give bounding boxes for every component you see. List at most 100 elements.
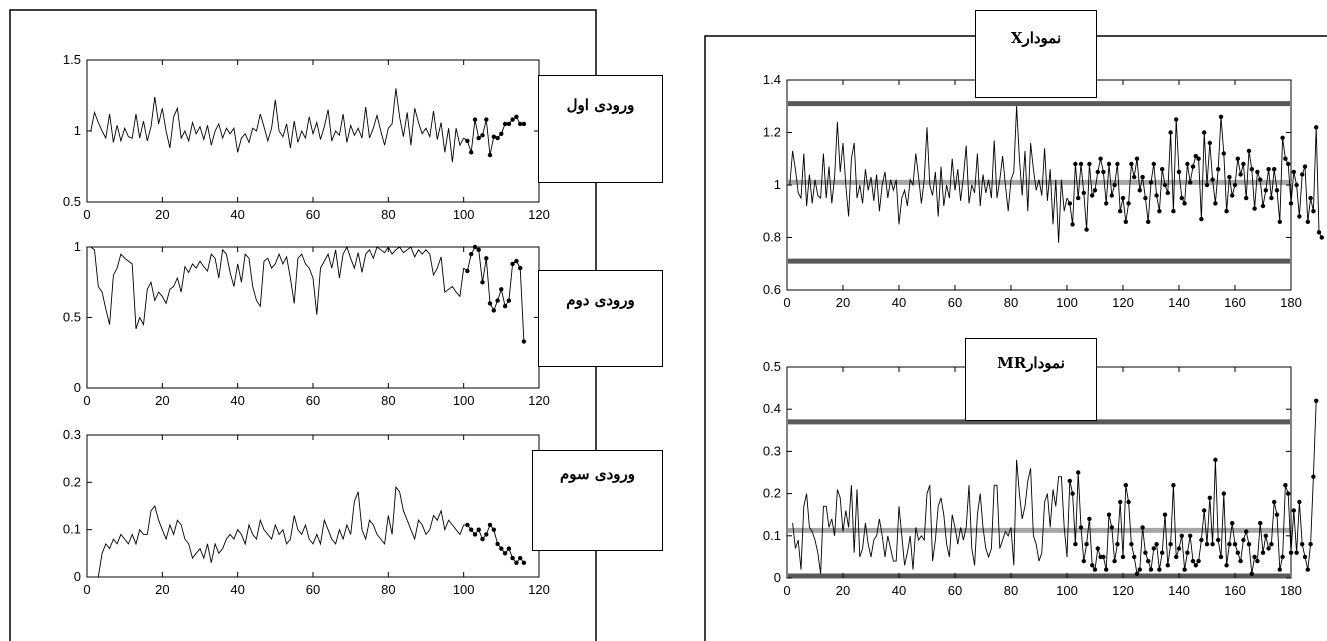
data-point: [495, 135, 500, 141]
x-tick-label: 160: [1224, 295, 1246, 310]
data-point: [1272, 499, 1277, 505]
data-point: [472, 117, 478, 122]
x-tick-label: 60: [948, 295, 962, 310]
y-tick-label: 1.5: [63, 52, 81, 67]
data-point: [1277, 219, 1283, 224]
data-point: [1188, 180, 1193, 185]
data-point: [484, 532, 489, 537]
data-point: [1252, 206, 1257, 211]
data-point: [1176, 546, 1182, 551]
data-point: [1165, 190, 1171, 196]
data-point: [1269, 542, 1274, 547]
data-point: [1092, 567, 1098, 572]
data-point: [1104, 201, 1109, 206]
data-point: [1300, 542, 1305, 547]
data-point: [1221, 491, 1227, 496]
chart-input-2: 00.51 0 20 40 60 80 100 120: [63, 239, 550, 408]
data-point: [1137, 188, 1143, 193]
data-point: [1230, 193, 1235, 198]
data-point: [1255, 558, 1260, 564]
data-point: [1227, 542, 1232, 547]
data-point: [1260, 550, 1266, 555]
data-point: [469, 527, 474, 532]
data-point: [1151, 546, 1157, 551]
data-point: [1224, 209, 1229, 214]
data-point: [1213, 457, 1218, 462]
y-tick-label: 0.5: [63, 310, 81, 325]
data-point: [1297, 499, 1302, 505]
data-point: [1146, 219, 1151, 224]
data-point: [510, 117, 515, 122]
y-tick-label: 0.6: [763, 282, 781, 297]
data-point: [1148, 180, 1154, 185]
data-point: [465, 522, 470, 528]
x-tick-label: 0: [783, 295, 790, 310]
y-tick-label: 0.8: [763, 230, 781, 245]
x-tick-label: 80: [381, 393, 395, 408]
data-point: [1196, 558, 1201, 564]
y-ticks: 00.51: [63, 239, 539, 395]
data-point: [1255, 169, 1260, 175]
data-point: [1319, 235, 1325, 240]
y-tick-label: 0.4: [763, 401, 781, 416]
y-tick-label: 0.5: [63, 194, 81, 209]
data-point: [1160, 167, 1165, 172]
data-point: [1202, 508, 1207, 513]
data-point: [1232, 542, 1238, 547]
data-point: [1070, 491, 1075, 496]
x-tick-label: 60: [306, 582, 320, 597]
data-point: [1134, 571, 1140, 576]
data-point: [1286, 161, 1291, 167]
data-point: [1092, 188, 1098, 193]
series: [792, 398, 1319, 576]
data-point: [1134, 156, 1140, 161]
x-tick-label: 80: [381, 207, 395, 222]
data-point: [1123, 219, 1129, 224]
data-point: [1185, 161, 1190, 167]
data-point: [1081, 558, 1087, 564]
data-point: [506, 121, 512, 127]
data-point: [1266, 167, 1271, 172]
x-tick-label: 120: [528, 393, 550, 408]
chart-input-3: 0 0.1 0.2 0.3 0 20 40 60 80 100 120: [63, 427, 550, 597]
data-point: [1129, 161, 1134, 167]
data-point: [1109, 525, 1115, 530]
x-ticks: 0 20 40 60 80 100 120 140 160 180: [783, 80, 1302, 310]
data-point: [1288, 550, 1294, 555]
x-tick-label: 20: [155, 207, 169, 222]
data-point: [491, 134, 496, 139]
data-point: [1241, 537, 1246, 543]
data-point: [1260, 203, 1266, 209]
x-tick-label: 0: [83, 207, 90, 222]
series-line: [97, 485, 465, 578]
data-point: [1126, 499, 1131, 505]
data-point: [1210, 542, 1215, 547]
series-line: [90, 245, 465, 329]
data-point: [487, 152, 493, 158]
data-point: [1095, 169, 1101, 175]
data-point: [1297, 214, 1302, 219]
data-point: [1238, 172, 1243, 177]
data-point: [1300, 172, 1305, 177]
x-tick-label: 20: [155, 393, 169, 408]
series-line: [90, 88, 465, 163]
data-point: [472, 532, 478, 537]
data-point: [1274, 188, 1280, 193]
data-point: [506, 546, 512, 551]
data-point: [1067, 478, 1073, 484]
data-point: [476, 135, 481, 141]
data-point: [1308, 195, 1313, 201]
x-tick-label: 120: [1112, 583, 1134, 598]
data-point: [499, 131, 504, 136]
data-point: [1090, 563, 1095, 568]
y-ticks: 0.5 1 1.5: [63, 52, 539, 209]
data-point: [1227, 174, 1232, 180]
data-point: [1078, 525, 1084, 530]
series-line: [789, 106, 1068, 243]
data-point: [1224, 563, 1229, 568]
data-point: [1235, 156, 1241, 161]
data-point: [1084, 227, 1089, 232]
data-point: [514, 258, 519, 264]
x-tick-label: 40: [230, 207, 244, 222]
data-point: [484, 256, 489, 261]
